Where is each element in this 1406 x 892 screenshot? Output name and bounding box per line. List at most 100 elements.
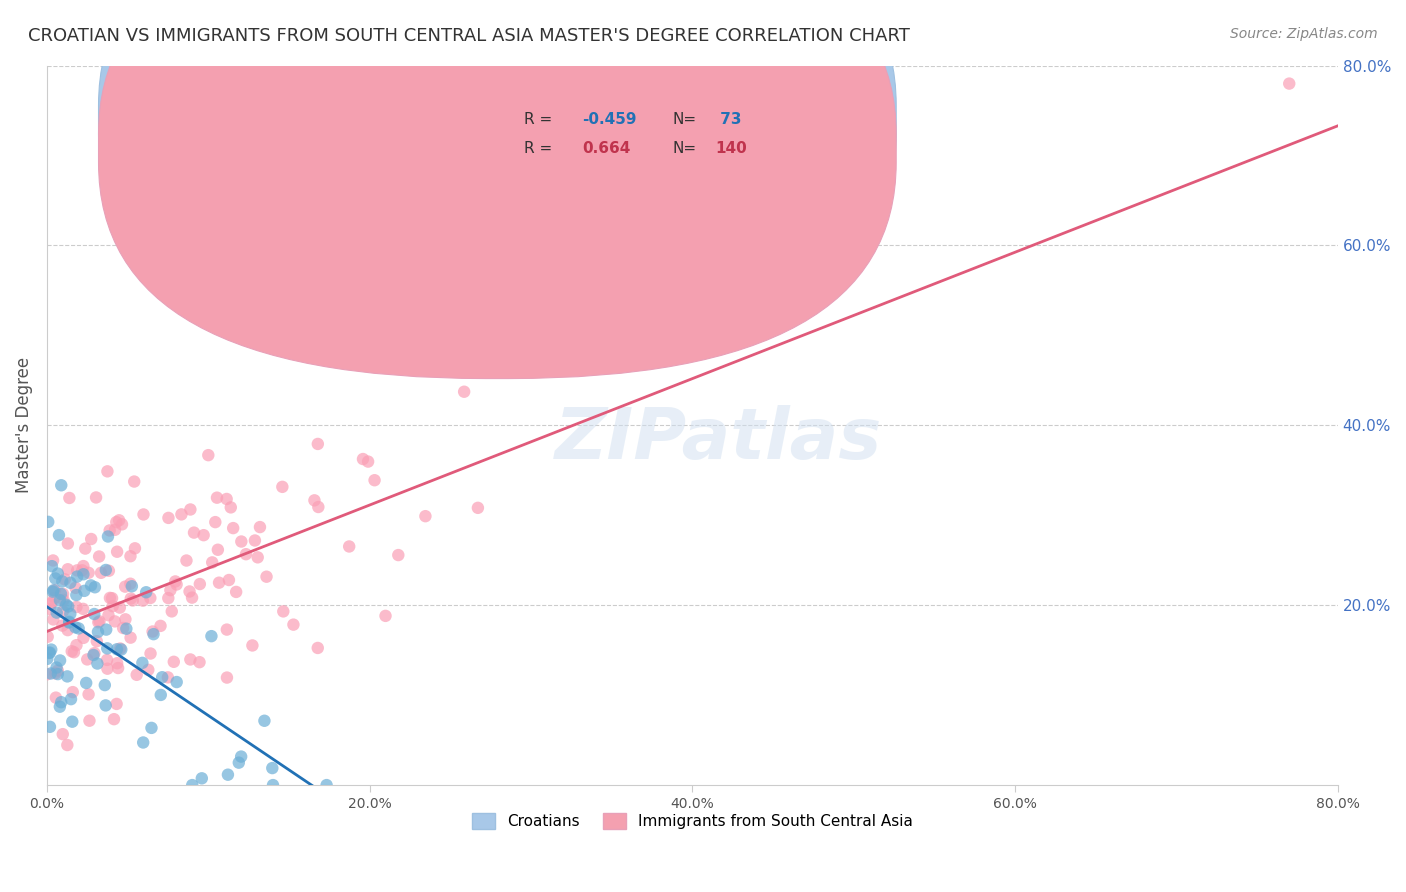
Immigrants from South Central Asia xyxy=(337,540,360,554)
Immigrants from South Central Asia xyxy=(103,712,125,726)
Immigrants from South Central Asia xyxy=(105,697,128,711)
Immigrants from South Central Asia xyxy=(120,631,142,645)
Croatians xyxy=(96,623,118,637)
Croatians xyxy=(105,642,128,657)
Croatians xyxy=(217,767,239,781)
Croatians xyxy=(83,607,105,621)
Croatians xyxy=(37,515,59,529)
Immigrants from South Central Asia xyxy=(352,452,374,467)
Immigrants from South Central Asia xyxy=(104,523,127,537)
Immigrants from South Central Asia xyxy=(256,570,278,584)
Immigrants from South Central Asia xyxy=(142,624,165,639)
Croatians xyxy=(38,646,60,660)
Immigrants from South Central Asia xyxy=(72,559,94,574)
Immigrants from South Central Asia xyxy=(160,604,183,618)
Immigrants from South Central Asia xyxy=(246,550,269,565)
Croatians xyxy=(39,642,62,657)
Immigrants from South Central Asia xyxy=(42,553,65,567)
Croatians xyxy=(121,579,143,593)
Immigrants from South Central Asia xyxy=(136,663,159,677)
Immigrants from South Central Asia xyxy=(104,615,127,629)
Croatians xyxy=(59,607,82,621)
Croatians xyxy=(66,569,89,583)
Croatians xyxy=(51,574,73,589)
Text: -0.459: -0.459 xyxy=(582,112,637,127)
Immigrants from South Central Asia xyxy=(243,533,266,548)
Immigrants from South Central Asia xyxy=(98,591,121,605)
Croatians xyxy=(132,735,155,749)
Croatians xyxy=(39,666,62,681)
Immigrants from South Central Asia xyxy=(35,667,58,681)
Immigrants from South Central Asia xyxy=(56,536,79,550)
Immigrants from South Central Asia xyxy=(112,621,135,635)
Immigrants from South Central Asia xyxy=(44,666,66,681)
Immigrants from South Central Asia xyxy=(111,517,134,532)
Immigrants from South Central Asia xyxy=(51,618,73,632)
Immigrants from South Central Asia xyxy=(219,500,242,515)
Immigrants from South Central Asia xyxy=(65,581,87,595)
Croatians xyxy=(65,588,87,602)
Text: R =: R = xyxy=(524,112,558,127)
Croatians xyxy=(72,567,94,582)
Immigrants from South Central Asia xyxy=(52,593,75,607)
Y-axis label: Master's Degree: Master's Degree xyxy=(15,358,32,493)
Immigrants from South Central Asia xyxy=(101,599,124,614)
Immigrants from South Central Asia xyxy=(96,653,118,667)
Immigrants from South Central Asia xyxy=(307,500,329,514)
Immigrants from South Central Asia xyxy=(122,475,145,489)
Croatians xyxy=(51,478,73,492)
Croatians xyxy=(58,615,80,629)
Croatians xyxy=(149,688,172,702)
Immigrants from South Central Asia xyxy=(44,591,66,605)
Immigrants from South Central Asia xyxy=(166,577,188,591)
Croatians xyxy=(131,656,153,670)
Immigrants from South Central Asia xyxy=(98,524,121,538)
Immigrants from South Central Asia xyxy=(132,593,155,607)
Immigrants from South Central Asia xyxy=(114,612,136,626)
Croatians xyxy=(38,646,60,660)
Immigrants from South Central Asia xyxy=(108,513,131,527)
Immigrants from South Central Asia xyxy=(114,580,136,594)
Immigrants from South Central Asia xyxy=(179,502,201,516)
Immigrants from South Central Asia xyxy=(62,685,84,699)
Croatians xyxy=(181,778,204,792)
Croatians xyxy=(49,587,72,601)
Croatians xyxy=(150,670,173,684)
Croatians xyxy=(262,778,284,792)
Immigrants from South Central Asia xyxy=(56,738,79,752)
Immigrants from South Central Asia xyxy=(179,584,201,599)
Croatians xyxy=(253,714,276,728)
Immigrants from South Central Asia xyxy=(56,562,79,576)
Immigrants from South Central Asia xyxy=(120,549,142,564)
Immigrants from South Central Asia xyxy=(170,508,193,522)
Croatians xyxy=(45,660,67,674)
Immigrants from South Central Asia xyxy=(363,473,385,487)
Immigrants from South Central Asia xyxy=(215,491,238,506)
Immigrants from South Central Asia xyxy=(52,587,75,601)
Immigrants from South Central Asia xyxy=(120,576,142,591)
Immigrants from South Central Asia xyxy=(157,591,180,606)
Immigrants from South Central Asia xyxy=(90,566,112,580)
Immigrants from South Central Asia xyxy=(222,521,245,535)
Immigrants from South Central Asia xyxy=(159,583,181,598)
Immigrants from South Central Asia xyxy=(42,612,65,626)
Immigrants from South Central Asia xyxy=(58,491,80,505)
Immigrants from South Central Asia xyxy=(65,599,87,614)
Croatians xyxy=(191,772,214,786)
Immigrants from South Central Asia xyxy=(156,670,179,684)
Immigrants from South Central Asia xyxy=(193,528,215,542)
Immigrants from South Central Asia xyxy=(165,574,187,589)
Immigrants from South Central Asia xyxy=(105,545,128,559)
FancyBboxPatch shape xyxy=(472,116,783,188)
Immigrants from South Central Asia xyxy=(235,547,257,561)
Croatians xyxy=(115,622,138,636)
Immigrants from South Central Asia xyxy=(387,548,409,562)
Croatians xyxy=(60,714,83,729)
Immigrants from South Central Asia xyxy=(205,491,228,505)
Croatians xyxy=(46,667,69,681)
Immigrants from South Central Asia xyxy=(38,602,60,616)
Immigrants from South Central Asia xyxy=(89,549,111,564)
Croatians xyxy=(44,572,66,586)
Immigrants from South Central Asia xyxy=(84,491,107,505)
Croatians xyxy=(315,778,337,792)
